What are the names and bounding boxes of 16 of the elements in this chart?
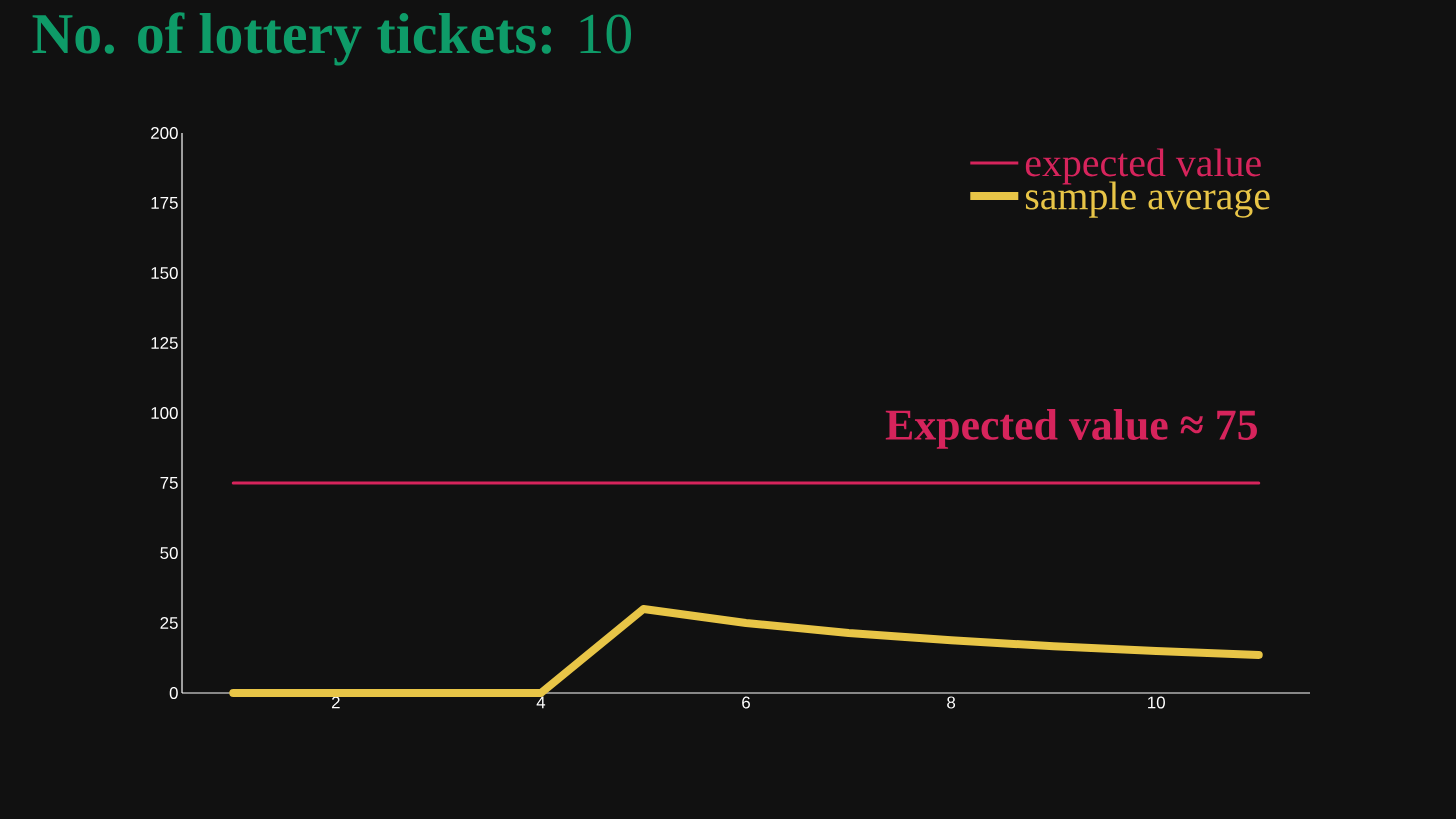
x-tick-label: 6	[742, 696, 750, 709]
y-tick-label: 25	[160, 617, 178, 629]
y-tick-label: 125	[151, 336, 178, 349]
y-tick-label: 100	[151, 406, 178, 419]
y-tick-label: 175	[151, 197, 178, 209]
y-tick-label: 75	[160, 477, 178, 489]
y-tick-label: 150	[151, 266, 178, 279]
y-tick-label: 50	[160, 547, 178, 559]
annotation: Expected value ≈ 75	[885, 409, 1257, 449]
y-tick-label: 200	[151, 126, 178, 139]
chart-title: No. of lottery tickets: 10	[32, 12, 632, 66]
x-tick-label: 8	[947, 696, 956, 709]
x-tick-label: 2	[331, 696, 340, 709]
x-tick-label: 4	[536, 696, 546, 709]
y-tick-label: 0	[169, 687, 178, 699]
x-tick-label: 10	[1148, 696, 1165, 709]
